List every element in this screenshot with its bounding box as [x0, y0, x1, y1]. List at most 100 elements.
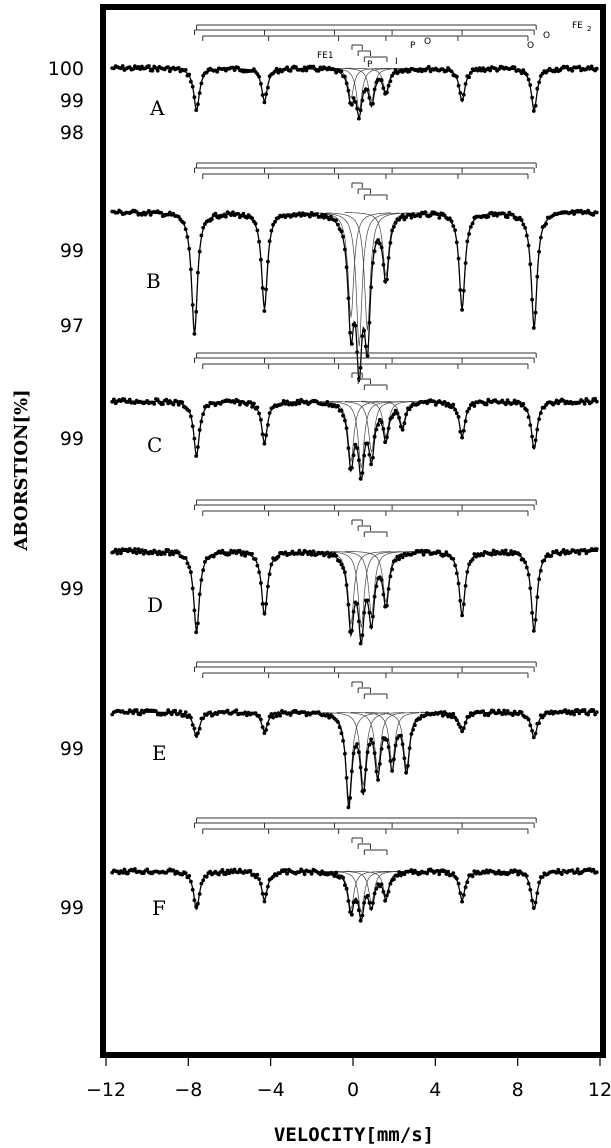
data-point: [259, 581, 263, 585]
data-point: [255, 872, 260, 877]
data-point: [460, 97, 464, 102]
data-point: [238, 548, 242, 553]
data-point: [381, 890, 386, 894]
data-point: [533, 310, 538, 315]
data-point: [531, 735, 536, 740]
data-point: [190, 303, 195, 307]
data-point: [530, 434, 534, 439]
data-point: [454, 74, 459, 79]
data-point: [393, 68, 398, 73]
data-point: [570, 868, 575, 873]
data-point: [194, 904, 199, 909]
data-point: [343, 570, 347, 575]
data-point: [467, 714, 471, 719]
data-point: [176, 66, 181, 70]
data-point: [227, 871, 232, 876]
data-point: [376, 238, 380, 242]
data-point: [119, 551, 123, 556]
data-point: [197, 428, 202, 432]
data-point: [197, 726, 202, 731]
data-point: [491, 548, 496, 553]
data-point: [372, 434, 377, 439]
data-point: [301, 869, 305, 874]
data-point: [264, 602, 268, 606]
data-point: [538, 235, 543, 240]
data-point: [364, 767, 368, 772]
data-point: [537, 80, 541, 85]
annotation: P: [410, 41, 416, 51]
data-point: [372, 87, 377, 92]
data-point: [348, 910, 352, 914]
data-point: [208, 710, 213, 715]
data-point: [351, 453, 356, 458]
data-point: [327, 554, 331, 559]
data-point: [264, 728, 268, 732]
data-point: [257, 239, 261, 244]
data-point: [390, 415, 394, 420]
data-point: [385, 603, 389, 608]
data-point: [362, 788, 366, 793]
data-point: [449, 219, 454, 224]
data-point: [357, 458, 361, 463]
data-point: [505, 215, 510, 220]
data-point: [245, 403, 249, 407]
data-point: [236, 211, 241, 216]
data-point: [505, 398, 510, 402]
data-point: [591, 708, 596, 712]
data-point: [500, 549, 505, 553]
data-point: [350, 342, 354, 346]
data-point: [190, 723, 195, 727]
data-point: [435, 212, 440, 217]
data-point: [360, 471, 365, 475]
data-point: [257, 570, 261, 575]
data-point: [507, 552, 512, 557]
data-point: [341, 875, 345, 880]
data-point: [350, 628, 354, 633]
x-axis-label: VELOCITY[mm/s]: [274, 1124, 434, 1146]
data-point: [189, 414, 193, 419]
data-point: [526, 572, 531, 577]
data-point: [112, 397, 116, 402]
data-point: [388, 574, 393, 579]
data-point: [225, 708, 230, 713]
data-point: [176, 402, 181, 407]
data-point: [322, 215, 326, 220]
data-point: [503, 548, 508, 553]
data-point: [449, 715, 454, 720]
component-curve: [330, 67, 413, 102]
data-point: [409, 215, 414, 220]
data-point: [521, 222, 526, 227]
data-point: [440, 713, 445, 718]
data-point: [399, 424, 403, 429]
data-point: [451, 871, 456, 876]
data-point: [379, 420, 384, 424]
data-point: [362, 901, 366, 905]
data-point: [594, 210, 599, 215]
data-point: [199, 81, 204, 86]
data-point: [470, 401, 475, 405]
data-point: [278, 713, 282, 718]
data-point: [495, 711, 499, 715]
data-point: [262, 899, 267, 904]
data-point: [575, 708, 580, 712]
data-point: [503, 712, 508, 716]
y-tick-label: 99: [60, 90, 84, 112]
data-point: [502, 708, 506, 713]
data-point: [339, 69, 344, 74]
data-point: [399, 733, 403, 738]
data-point: [388, 79, 393, 84]
y-tick-label: 99: [60, 428, 84, 450]
data-point: [554, 66, 559, 71]
data-point: [463, 885, 468, 890]
annotation: I: [395, 57, 398, 67]
data-point: [447, 216, 452, 221]
data-point: [126, 871, 130, 876]
data-point: [231, 210, 235, 215]
data-point: [392, 877, 396, 882]
data-point: [281, 399, 286, 403]
data-point: [385, 277, 389, 282]
data-point: [297, 548, 302, 553]
data-point: [524, 874, 529, 878]
data-point: [442, 400, 447, 404]
data-point: [197, 249, 202, 254]
